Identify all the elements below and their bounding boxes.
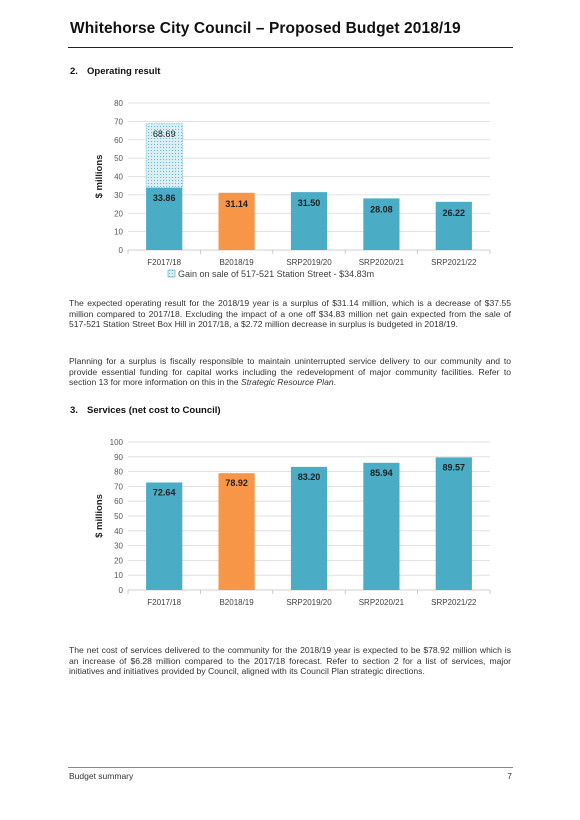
bar-srp2019-20 [290,466,328,590]
bar-value-label: 26.22 [443,208,466,218]
x-tick-label: SRP2020/21 [359,258,405,267]
footer-rule [68,767,513,768]
y-tick-label: 10 [114,571,123,580]
services-net-cost-chart: 0 10 20 30 40 50 60 70 80 90 100 $ millions 72.64 F20… [94,438,491,607]
paragraph-text: Planning for a surplus is fiscally respo… [69,356,511,388]
y-tick-label: 60 [114,136,123,145]
document-title: Whitehorse City Council – Proposed Budge… [70,20,461,37]
x-tick-label: B2018/19 [219,598,254,607]
bar-srp2021-22 [435,201,472,250]
bar-value-label: 72.64 [153,487,176,497]
bar-value-label: 85.94 [370,468,393,478]
operating-result-chart: 0 10 20 30 40 50 60 70 80 $ millions 68.69 33.86 F20… [94,99,491,279]
section-heading-services: 3. Services (net cost to Council) [70,405,221,416]
footer-section-name: Budget summary [69,771,134,781]
y-tick-label: 40 [114,527,123,536]
paragraph-end: . [333,377,337,388]
paragraph-operating-result: The expected operating result for the 20… [69,298,511,330]
section-number: 2. [70,66,78,77]
y-tick-label: 10 [114,228,123,237]
x-tick-label: SRP2019/20 [286,598,332,607]
y-tick-label: 70 [114,117,123,126]
x-tick-label: F2017/18 [147,598,181,607]
y-tick-label: 80 [114,468,123,477]
y-axis-label: $ millions [94,155,105,199]
bar-value-label: 28.08 [370,204,393,214]
y-tick-label: 20 [114,209,123,218]
y-tick-label: 90 [114,453,123,462]
bar-value-label: 83.20 [298,472,321,482]
total-value-label: 68.69 [153,129,176,139]
y-tick-label: 50 [114,154,123,163]
bar-value-label: 31.50 [298,198,321,208]
y-tick-label: 60 [114,497,123,506]
section-title: Services (net cost to Council) [87,405,221,416]
x-tick-label: SRP2019/20 [286,258,332,267]
y-tick-label: 100 [110,438,124,447]
y-tick-label: 30 [114,542,123,551]
y-tick-label: 70 [114,482,123,491]
y-tick-label: 0 [119,246,124,255]
bar-f2017-18 [146,482,183,590]
bar-value-label: 89.57 [443,462,466,472]
paragraph-planning-surplus: Planning for a surplus is fiscally respo… [69,356,511,388]
y-tick-label: 80 [114,99,123,108]
bar-srp2019-20 [290,192,328,250]
x-tick-label: F2017/18 [147,258,181,267]
x-tick-label: B2018/19 [219,258,254,267]
legend-swatch [167,269,176,278]
y-tick-label: 30 [114,191,123,200]
y-tick-label: 40 [114,173,123,182]
bar-srp2020-21 [363,462,400,590]
bar-f2017-18 [146,187,183,250]
bar-b2018-19 [218,192,255,250]
bar-value-label: 78.92 [225,478,248,488]
y-tick-label: 20 [114,556,123,565]
bar-value-label: 31.14 [225,199,248,209]
y-tick-label: 50 [114,512,123,521]
x-tick-label: SRP2020/21 [359,598,405,607]
section-title: Operating result [87,66,161,77]
y-tick-label: 0 [119,586,124,595]
bar-srp2020-21 [363,198,400,250]
section-heading-operating-result: 2. Operating result [70,66,160,77]
title-rule [68,47,513,48]
x-tick-label: SRP2021/22 [431,258,477,267]
y-axis-label: $ millions [94,494,105,538]
page-number: 7 [507,771,512,781]
bar-srp2021-22 [435,457,472,590]
bar-value-label: 33.86 [153,193,176,203]
bar-b2018-19 [218,473,255,590]
legend-label: Gain on sale of 517-521 Station Street -… [178,269,374,279]
x-tick-label: SRP2021/22 [431,598,477,607]
paragraph-services: The net cost of services delivered to th… [69,645,511,677]
strategic-resource-plan-ref: Strategic Resource Plan [240,377,334,388]
gain-on-sale-segment [145,123,183,189]
section-number: 3. [70,405,78,416]
